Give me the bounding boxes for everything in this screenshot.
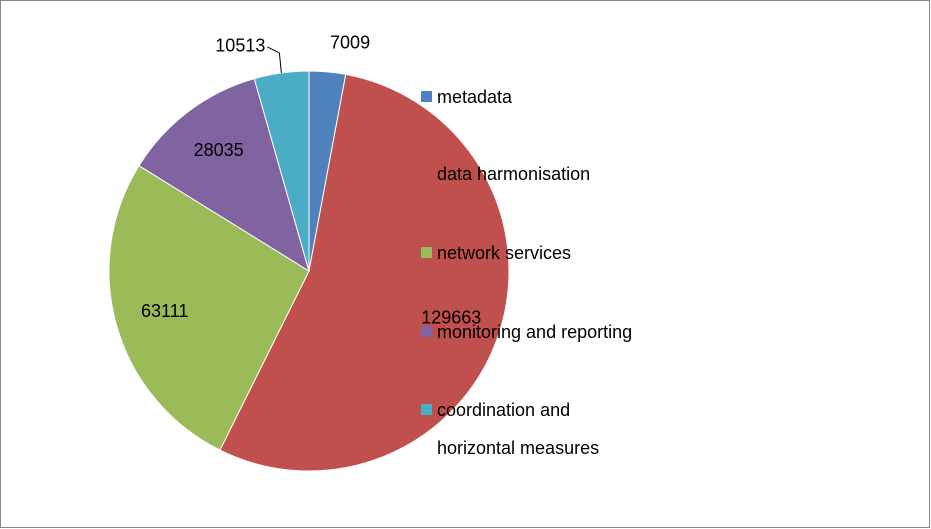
legend-item: network services [421,234,661,272]
data-label: 10513 [215,36,265,56]
legend-item: data harmonisation [421,155,661,193]
legend-item: coordination and horizontal measures [421,391,661,467]
leader-line [267,46,282,73]
legend-label: network services [437,243,572,263]
legend-label: coordination and horizontal measures [437,400,600,458]
pie-slice [219,73,510,472]
legend-swatch [421,326,432,337]
legend-swatch [421,247,432,258]
legend-label: monitoring and reporting [437,322,633,342]
pie-slice [108,165,310,451]
data-label: 129663 [421,307,481,327]
data-label: 7009 [330,33,370,53]
data-label: 63111 [141,301,188,321]
legend-swatch [421,404,432,415]
legend-label: data harmonisation [437,164,591,184]
pie-slice [138,78,310,273]
pie-slice [253,70,310,272]
legend-swatch [421,91,432,102]
data-label: 28035 [194,140,244,160]
legend-swatch [421,168,432,179]
legend-item: monitoring and reporting [421,313,661,351]
legend-label: metadata [437,87,513,107]
legend-item: metadata [421,78,661,116]
